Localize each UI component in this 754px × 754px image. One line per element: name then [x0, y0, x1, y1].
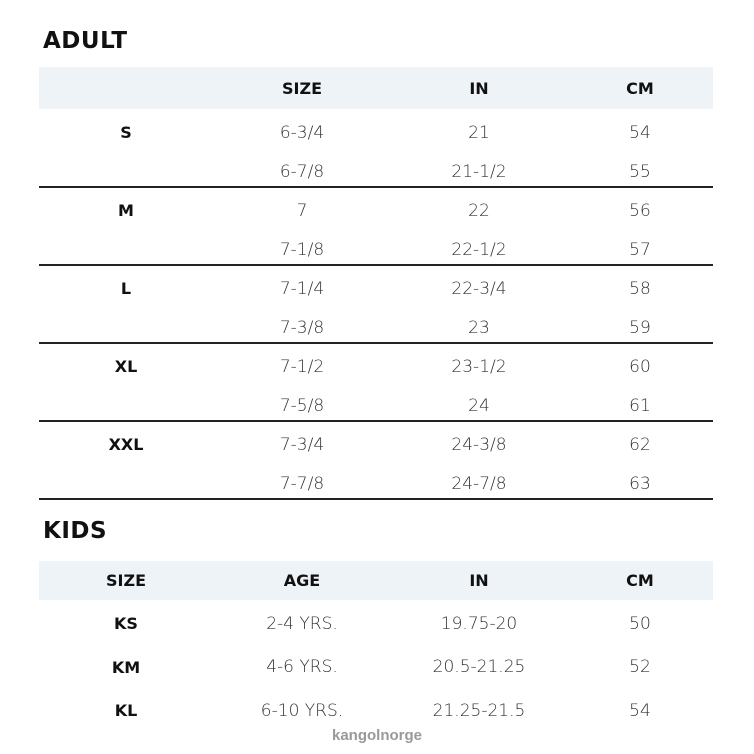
column-header: AGE	[283, 571, 321, 590]
table-cell: 56	[629, 200, 651, 221]
table-cell: 59	[629, 317, 651, 338]
column-header: IN	[469, 79, 489, 98]
table-cell: 57	[629, 239, 651, 260]
table-cell: 23-1/2	[451, 356, 507, 377]
table-cell: 62	[629, 434, 651, 455]
table-cell: 60	[629, 356, 651, 377]
table-cell: 54	[629, 700, 651, 721]
table-cell: 7-3/4	[279, 434, 325, 455]
column-header: SIZE	[105, 571, 146, 590]
group-divider	[39, 264, 713, 266]
table-cell: 50	[629, 613, 651, 634]
table-row: XL 7-1/2 23-1/2 60	[39, 347, 713, 386]
table-cell: 24-7/8	[451, 473, 507, 494]
table-row: 7-3/8 23 59	[39, 308, 713, 347]
table-cell: 22-1/2	[451, 239, 507, 260]
table-cell: 6-3/4	[279, 122, 325, 143]
table-row: KL 6-10 YRS. 21.25-21.5 54	[39, 691, 713, 730]
table-cell: 7-3/8	[279, 317, 325, 338]
table-row: M 7 22 56	[39, 191, 713, 230]
table-cell: 19.75-20	[440, 613, 518, 634]
table-cell: 21	[468, 122, 490, 143]
table-cell: 21-1/2	[451, 161, 507, 182]
group-divider	[39, 498, 713, 500]
table-cell: 24	[468, 395, 490, 416]
table-cell: 7-1/2	[279, 356, 325, 377]
table-cell: 61	[629, 395, 651, 416]
table-cell: KS	[114, 614, 138, 633]
kids-header-band	[39, 561, 713, 600]
table-cell: 58	[629, 278, 651, 299]
table-cell: S	[120, 123, 132, 142]
table-cell: 24-3/8	[451, 434, 507, 455]
adult-header-band	[39, 67, 713, 109]
group-divider	[39, 342, 713, 344]
table-cell: 6-7/8	[279, 161, 325, 182]
watermark: kangolnorge	[331, 727, 422, 744]
group-divider	[39, 420, 713, 422]
column-header: SIZE	[281, 79, 322, 98]
table-cell: 21.25-21.5	[432, 700, 526, 721]
header-row: SIZE IN CM	[39, 69, 713, 108]
table-cell: XXL	[108, 435, 144, 454]
table-cell: KM	[111, 657, 141, 677]
table-row: KM 4-6 YRS. 20.5-21.25 52	[39, 648, 713, 687]
column-header: IN	[469, 571, 489, 590]
table-cell: 7-7/8	[279, 473, 325, 494]
table-cell: 20.5-21.25	[432, 657, 526, 677]
column-header: CM	[626, 79, 654, 98]
table-row: 7-5/8 24 61	[39, 386, 713, 425]
table-row: 7-7/8 24-7/8 63	[39, 464, 713, 503]
group-divider	[39, 186, 713, 188]
table-row: XXL 7-3/4 24-3/8 62	[39, 425, 713, 464]
table-cell: M	[118, 201, 134, 220]
header-row: SIZE AGE IN CM	[39, 561, 713, 600]
table-cell: L	[120, 279, 132, 298]
table-cell: 6-10 YRS.	[260, 700, 344, 721]
table-cell: 4-6 YRS.	[266, 657, 338, 677]
table-cell: 2-4 YRS.	[266, 613, 338, 634]
kids-title: KIDS	[43, 518, 108, 544]
table-row: KS 2-4 YRS. 19.75-20 50	[39, 604, 713, 643]
table-cell: KL	[114, 701, 138, 720]
column-header	[46, 69, 206, 108]
table-cell: 22	[468, 200, 490, 221]
table-row: L 7-1/4 22-3/4 58	[39, 269, 713, 308]
table-cell: 22-3/4	[451, 278, 507, 299]
table-cell: 63	[629, 473, 651, 494]
table-cell: 23	[468, 317, 490, 338]
table-cell: 55	[629, 161, 651, 182]
table-row: S 6-3/4 21 54	[39, 113, 713, 152]
adult-title: ADULT	[43, 28, 128, 54]
table-row: 6-7/8 21-1/2 55	[39, 152, 713, 191]
table-cell: 7-5/8	[279, 395, 325, 416]
table-cell: 54	[629, 122, 651, 143]
table-cell: XL	[114, 357, 138, 376]
table-cell: 7	[296, 200, 308, 221]
table-row: 7-1/8 22-1/2 57	[39, 230, 713, 269]
table-cell: 7-1/4	[279, 278, 325, 299]
table-cell: 52	[629, 657, 651, 677]
table-cell: 7-1/8	[279, 239, 325, 260]
column-header: CM	[626, 571, 654, 590]
